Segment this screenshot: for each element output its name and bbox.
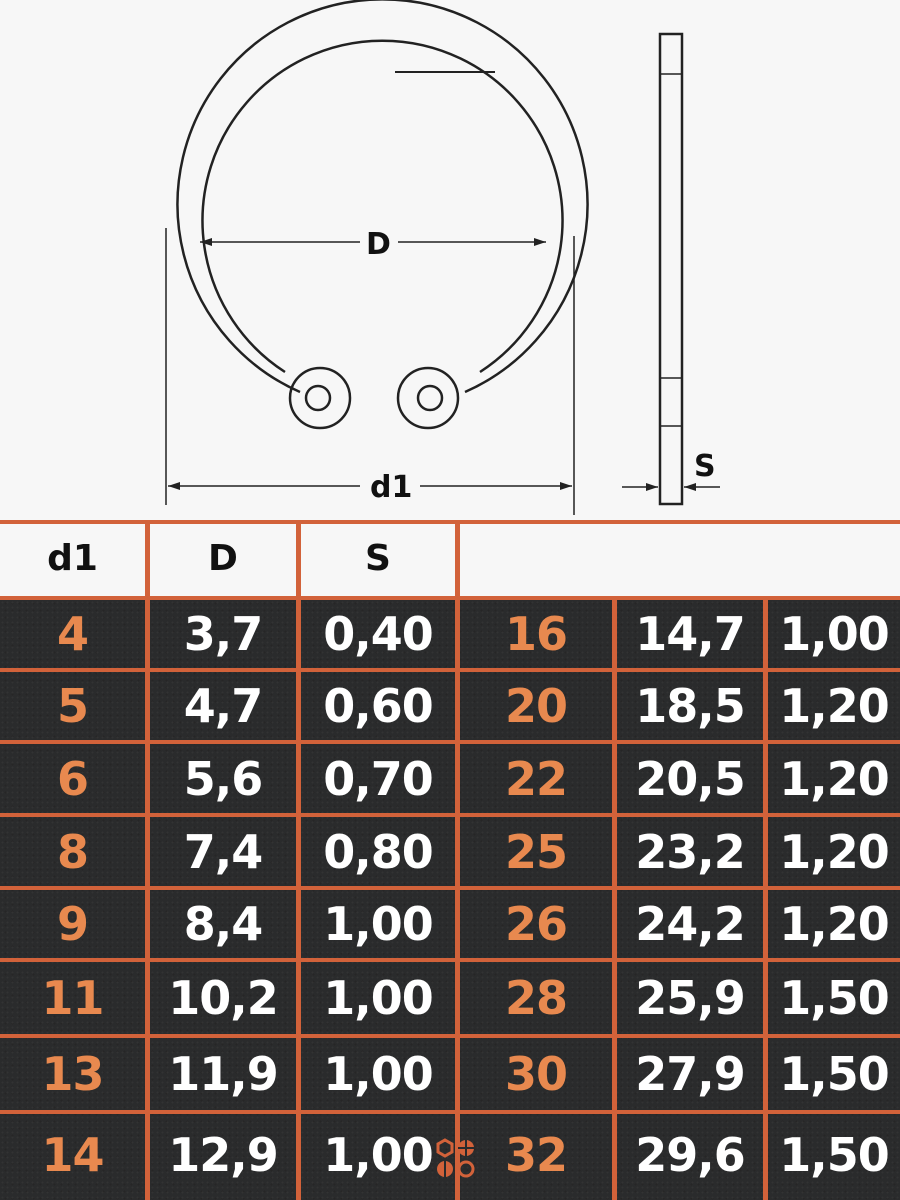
S-cell: 1,20: [779, 824, 890, 879]
D-cell: 27,9: [635, 1047, 746, 1101]
S-cell: 0,80: [323, 824, 434, 879]
S-cell: 1,00: [323, 1128, 434, 1182]
circlip-technical-drawing: D d1 S: [165, 0, 720, 515]
d1-cell: 28: [504, 971, 568, 1025]
d1-cell: 5: [56, 679, 89, 733]
D-cell: 10,2: [168, 971, 279, 1025]
dimensions-table: d1 D S 4 3,7 0,40 16 14,7 1,00 5 4,7 0,60 20 18,5 1…: [0, 520, 900, 1200]
label-d1: d1: [370, 470, 412, 505]
S-cell: 1,20: [779, 751, 890, 806]
column-divider: [296, 520, 301, 1200]
D-cell: 29,6: [635, 1128, 746, 1182]
d1-cell: 14: [41, 1128, 104, 1182]
S-cell: 1,00: [323, 971, 434, 1025]
S-cell: 1,50: [779, 971, 890, 1025]
d1-cell: 22: [504, 751, 568, 806]
D-cell: 18,5: [635, 679, 746, 733]
column-divider: [612, 596, 617, 1200]
D-cell: 14,7: [635, 607, 746, 661]
S-cell: 1,20: [779, 897, 890, 951]
d1-cell: 20: [504, 679, 568, 733]
d1-cell: 8: [56, 824, 89, 879]
left-lug: [288, 366, 352, 430]
D-cell: 25,9: [635, 971, 746, 1025]
D-cell: 23,2: [635, 824, 746, 879]
S-cell: 1,20: [779, 679, 890, 733]
d1-cell: 6: [56, 751, 89, 806]
row-divider: [0, 958, 900, 962]
d1-cell: 11: [41, 971, 104, 1025]
S-cell: 1,00: [323, 897, 434, 951]
left-lug-hole: [304, 384, 332, 412]
d1-cell: 4: [56, 607, 89, 661]
ring-outer-edge: [176, 0, 589, 394]
d1-cell: 16: [504, 607, 568, 661]
column-divider: [145, 520, 150, 1200]
row-divider: [0, 886, 900, 890]
column-divider: [763, 596, 768, 1200]
row-divider: [0, 740, 900, 744]
d1-cell: 25: [504, 824, 568, 879]
header-S: S: [301, 520, 455, 596]
d1-cell: 13: [41, 1047, 104, 1101]
S-cell: 0,60: [323, 679, 434, 733]
S-cell: 1,50: [779, 1128, 890, 1182]
right-lug-hole: [416, 384, 444, 412]
row-divider: [0, 1110, 900, 1114]
D-cell: 20,5: [635, 751, 746, 806]
D-cell: 4,7: [183, 679, 264, 733]
table-top-border: [0, 520, 900, 524]
row-divider: [0, 1034, 900, 1038]
header-empty: [460, 520, 900, 596]
D-cell: 3,7: [183, 607, 264, 661]
S-cell: 1,00: [779, 607, 890, 661]
d1-cell: 9: [56, 897, 89, 951]
row-divider: [0, 668, 900, 672]
d1-cell: 26: [504, 897, 568, 951]
row-divider: [0, 596, 900, 600]
header-D: D: [150, 520, 296, 596]
D-cell: 24,2: [635, 897, 746, 951]
D-cell: 7,4: [183, 824, 264, 879]
S-cell: 0,70: [323, 751, 434, 806]
header-d1: d1: [0, 520, 145, 596]
D-cell: 8,4: [183, 897, 264, 951]
d1-cell: 32: [504, 1128, 568, 1182]
S-cell: 1,50: [779, 1047, 890, 1101]
D-cell: 11,9: [168, 1047, 279, 1101]
S-cell: 1,00: [323, 1047, 434, 1101]
side-view: [658, 32, 684, 506]
D-cell: 5,6: [183, 751, 264, 806]
S-cell: 0,40: [323, 607, 434, 661]
D-cell: 12,9: [168, 1128, 279, 1182]
ring-inner-edge: [201, 39, 564, 374]
label-D: D: [366, 227, 391, 262]
right-lug: [396, 366, 460, 430]
label-S: S: [694, 449, 716, 484]
fasteners-logo-icon: [436, 1138, 475, 1178]
row-divider: [0, 813, 900, 817]
d1-cell: 30: [504, 1047, 568, 1101]
